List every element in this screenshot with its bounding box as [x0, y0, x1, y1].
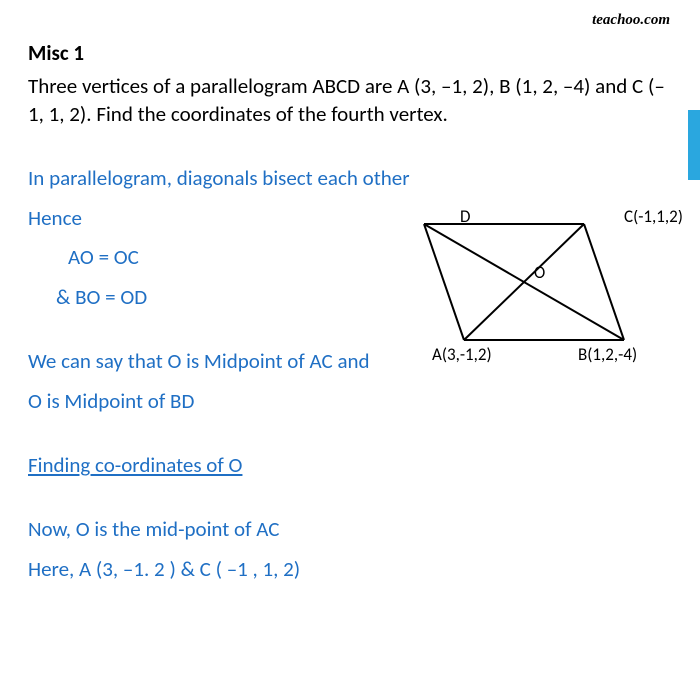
- problem-title: Misc 1: [28, 40, 680, 66]
- line-finding-o: Finding co-ordinates of O: [28, 446, 680, 486]
- line-o-midpoint: Now, O is the mid-point of AC: [28, 510, 680, 550]
- label-D: D: [460, 210, 470, 227]
- parallelogram-diagram: D C(-1,1,2) A(3,-1,2) B(1,2,-4) O: [418, 210, 698, 390]
- problem-question: Three vertices of a parallelogram ABCD a…: [28, 72, 680, 129]
- label-A: A(3,-1,2): [432, 344, 492, 365]
- label-B: B(1,2,-4): [578, 344, 637, 365]
- watermark: teachoo.com: [592, 12, 670, 29]
- label-O: O: [534, 262, 545, 283]
- side-tab: [688, 110, 700, 180]
- edge-C-B: [584, 224, 624, 340]
- label-C: C(-1,1,2): [624, 210, 683, 227]
- edge-A-D: [424, 224, 464, 340]
- edge-D-B: [424, 224, 624, 340]
- line-here-ac: Here, A (3, –1. 2 ) & C ( –1 , 1, 2): [28, 550, 680, 590]
- line-diagonals: In parallelogram, diagonals bisect each …: [28, 159, 680, 199]
